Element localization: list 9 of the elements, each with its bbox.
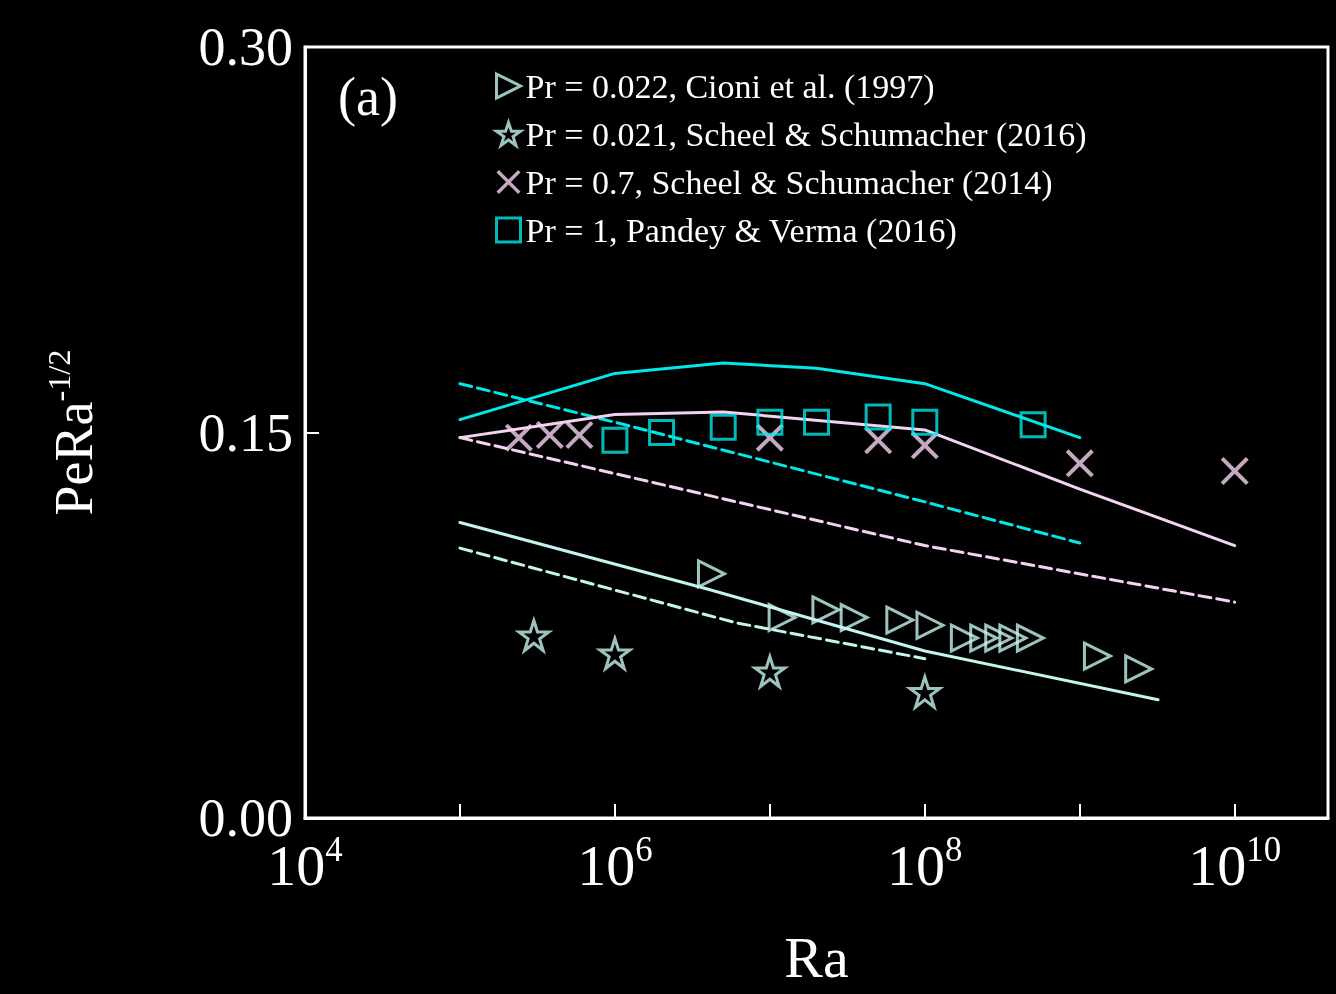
y-tick-label: 0.15 (198, 402, 293, 463)
legend-label: Pr = 0.7, Scheel & Schumacher (2014) (525, 163, 1053, 202)
legend-label: Pr = 1, Pandey & Verma (2016) (525, 211, 957, 250)
x-axis-title: Ra (784, 924, 849, 990)
annotation: (a) (338, 67, 398, 127)
legend-label: Pr = 0.022, Cioni et al. (1997) (525, 67, 935, 106)
legend-label: Pr = 0.021, Scheel & Schumacher (2016) (525, 115, 1087, 154)
y-axis-title: PeRa-1/2 (41, 349, 105, 516)
y-tick-label: 0.30 (198, 17, 293, 77)
